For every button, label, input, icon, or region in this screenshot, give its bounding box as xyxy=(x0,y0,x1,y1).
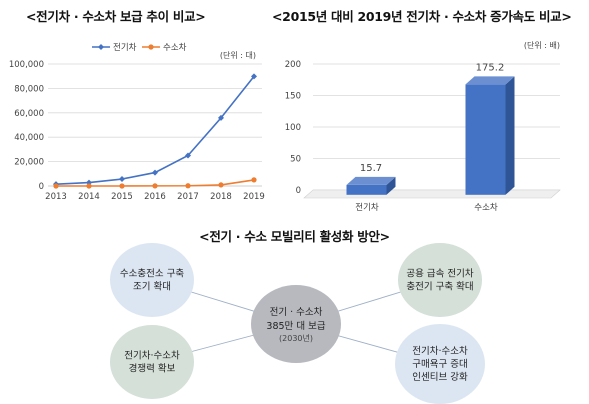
chart-floor xyxy=(303,189,561,199)
strategy-node xyxy=(110,325,194,399)
strategy-node-label: 인센티브 강화 xyxy=(412,372,468,383)
strategy-node-label: 전기차·수소차 xyxy=(412,345,468,357)
bar-side xyxy=(505,76,515,195)
data-label: 15.7 xyxy=(360,163,382,174)
strategy-node-label: 수소충전소 구축 xyxy=(120,269,184,280)
x-tick-label: 2014 xyxy=(78,192,100,202)
strategy-node-label: 구매욕구 증대 xyxy=(412,359,467,370)
y-tick-label: 150 xyxy=(285,92,301,102)
strategy-node xyxy=(398,243,482,317)
strategy-node-label: 공용 급속 전기차 xyxy=(406,268,473,280)
center-node-label: 385만 대 보급 xyxy=(266,321,325,332)
strategy-node xyxy=(395,324,485,404)
line-chart-title: <전기차 · 수소차 보급 추이 비교> xyxy=(26,9,206,24)
y-tick-label: 200 xyxy=(285,60,301,70)
bar-top xyxy=(346,176,396,185)
strategy-node-label: 경쟁력 확보 xyxy=(129,363,176,375)
y-tick-label: 100 xyxy=(285,123,301,133)
bar-top xyxy=(465,76,515,85)
legend-label: 전기차 xyxy=(113,42,137,53)
x-tick-label: 2018 xyxy=(210,192,232,202)
unit-label: (단위 : 배) xyxy=(524,40,560,50)
center-node-label: 전기 · 수소차 xyxy=(270,306,323,318)
bar-front xyxy=(346,184,387,195)
y-tick-label: 60,000 xyxy=(14,109,44,119)
y-tick-label: 0 xyxy=(296,186,301,196)
data-point xyxy=(185,183,191,189)
x-tick-label: 2015 xyxy=(111,192,133,202)
data-point xyxy=(53,183,59,189)
unit-label: (단위 : 대) xyxy=(220,50,256,60)
data-point xyxy=(152,183,158,189)
strategy-node-label: 전기차·수소차 xyxy=(124,350,180,362)
data-point xyxy=(185,152,191,159)
y-tick-label: 40,000 xyxy=(14,133,44,143)
y-tick-label: 50 xyxy=(290,155,301,165)
data-point xyxy=(251,177,257,183)
data-point xyxy=(119,183,125,189)
strategy-node-label: 충전기 구축 확대 xyxy=(406,281,473,293)
data-point xyxy=(218,182,224,188)
x-tick-label: 수소차 xyxy=(474,203,498,213)
data-point xyxy=(119,176,125,183)
y-tick-label: 0 xyxy=(39,182,44,192)
legend-marker xyxy=(148,44,154,50)
y-tick-label: 80,000 xyxy=(14,84,44,94)
data-point xyxy=(251,73,257,80)
strategy-node-label: 조기 확대 xyxy=(133,281,171,293)
y-tick-label: 100,000 xyxy=(9,60,44,70)
series-line xyxy=(55,75,255,185)
data-point xyxy=(218,114,224,121)
legend-label: 수소차 xyxy=(163,43,187,53)
x-tick-label: 2019 xyxy=(243,192,265,202)
x-tick-label: 2017 xyxy=(177,192,199,202)
diagram-title: <전기 · 수소 모빌리티 활성화 방안> xyxy=(199,229,390,244)
strategy-node xyxy=(110,243,194,317)
x-tick-label: 2013 xyxy=(45,192,67,202)
bar-front xyxy=(465,84,506,195)
data-label: 175.2 xyxy=(476,62,505,73)
bar-side xyxy=(386,176,396,195)
y-tick-label: 20,000 xyxy=(14,158,44,168)
bar-chart-title: <2015년 대비 2019년 전기차 · 수소차 증가속도 비교> xyxy=(272,9,572,24)
data-point xyxy=(86,183,92,189)
center-node xyxy=(251,285,341,363)
x-tick-label: 전기차 xyxy=(355,202,379,213)
data-point xyxy=(152,169,158,176)
legend-marker xyxy=(98,44,104,50)
x-tick-label: 2016 xyxy=(144,192,166,202)
center-node-sublabel: (2030년) xyxy=(279,333,313,343)
